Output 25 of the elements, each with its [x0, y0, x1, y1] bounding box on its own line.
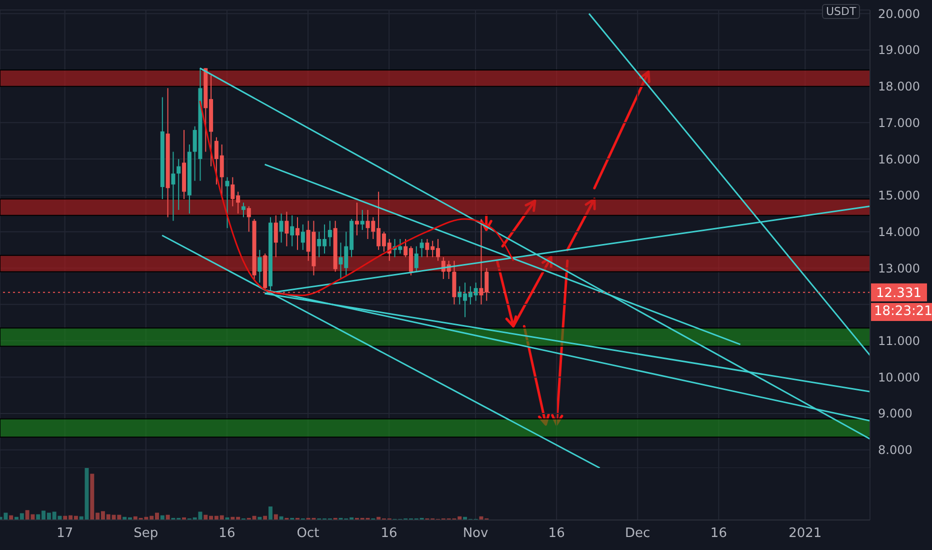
x-tick-label: 16 — [380, 526, 398, 542]
y-tick-label: 10.000 — [878, 370, 920, 384]
y-tick-label: 8.000 — [878, 443, 912, 458]
x-tick-label: Sep — [134, 526, 158, 542]
y-tick-label: 14.000 — [878, 224, 920, 239]
x-tick-label: 16 — [710, 526, 727, 542]
y-tick-label: 11.000 — [878, 334, 920, 348]
x-tick-label: 16 — [218, 526, 236, 542]
y-tick-label: 20.000 — [878, 6, 920, 21]
x-tick-label: Oct — [296, 526, 320, 542]
y-tick-label: 9.000 — [878, 406, 912, 421]
x-tick-label: Nov — [462, 526, 489, 542]
y-tick-label: 18.000 — [878, 80, 920, 94]
x-tick-label: Dec — [625, 526, 650, 542]
y-tick-label: 17.000 — [878, 116, 920, 130]
text: 18:23:21 — [871, 303, 932, 322]
y-tick-label: 16.000 — [878, 152, 920, 166]
ref-line-label: 12.331 — [876, 286, 922, 301]
x-tick-label: 2021 — [788, 526, 822, 542]
y-tick-label: 15.000 — [878, 188, 920, 203]
x-tick-label: 16 — [548, 526, 565, 542]
y-tick-label: 13.000 — [878, 261, 920, 276]
y-tick-label: 19.000 — [878, 43, 920, 58]
y-axis-title: USDT — [822, 4, 860, 19]
x-tick-label: 17 — [56, 526, 74, 542]
